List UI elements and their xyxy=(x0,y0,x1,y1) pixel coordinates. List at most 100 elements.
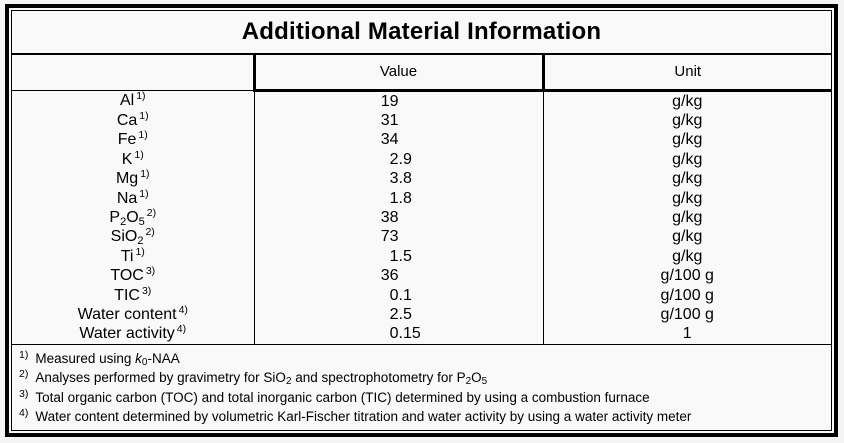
header-row: Value Unit xyxy=(12,55,831,92)
unit-cell: g/kg xyxy=(672,189,703,207)
table-row: Mg 1) 3.8 g/kg xyxy=(12,168,831,189)
unit-cell: g/kg xyxy=(672,228,703,246)
footnote: 3) Total organic carbon (TOC) and total i… xyxy=(19,388,821,408)
parameter-cell: Ca 1) xyxy=(12,109,255,131)
parameter-footnote-marker: 1) xyxy=(139,109,149,122)
value-cell: 0.1 xyxy=(254,285,544,305)
unit-cell: g/kg xyxy=(672,111,703,129)
table-row: Water content 4) 2.5 g/100 g xyxy=(12,303,831,325)
parameter-footnote-marker: 1) xyxy=(136,90,146,102)
column-header-parameter xyxy=(12,55,256,91)
parameter-cell: Fe 1) xyxy=(12,129,255,150)
value-cell: 38 xyxy=(254,207,544,228)
data-table: Value Unit Al 1) 19 g/kg Ca 1) 31 g/kg Fe 1) 34 g/k… xyxy=(12,55,831,344)
parameter-footnote-marker: 3) xyxy=(145,265,156,278)
footnote-text: Total organic carbon (TOC) and total ino… xyxy=(35,389,650,405)
footnote-marker: 3) xyxy=(19,387,29,400)
parameter-cell: SiO22) xyxy=(12,226,255,248)
unit-cell: g/kg xyxy=(672,92,703,110)
parameter-footnote-marker: 2) xyxy=(145,226,155,239)
parameter-label: Ca xyxy=(116,111,138,129)
parameter-cell: TIC 3) xyxy=(12,284,255,305)
value-cell: 1.5 xyxy=(254,246,544,267)
unit-cell: g/kg xyxy=(672,208,703,226)
parameter-label: P2O5 xyxy=(109,208,145,228)
value-cell: 0.15 xyxy=(254,324,544,344)
unit-cell: 1 xyxy=(682,325,692,343)
parameter-label: TIC xyxy=(114,286,140,304)
value-cell: 19 xyxy=(254,90,544,111)
table-row: Ca 1) 31 g/kg xyxy=(12,109,831,131)
value-cell: 36 xyxy=(254,266,544,286)
table-row: SiO22) 73 g/kg xyxy=(12,226,831,248)
parameter-label: TOC xyxy=(110,267,144,285)
parameter-cell: Mg 1) xyxy=(12,168,255,189)
footnote-marker: 2) xyxy=(19,368,29,381)
parameter-label: Na xyxy=(116,189,138,207)
unit-cell: g/kg xyxy=(672,170,703,188)
unit-cell: g/kg xyxy=(672,150,703,168)
footnote: 1) Measured using k0-NAA xyxy=(19,349,821,369)
footnotes-section: 1) Measured using k0-NAA 2) Analyses perfor… xyxy=(12,343,831,430)
unit-cell: g/kg xyxy=(672,247,703,265)
parameter-cell: TOC 3) xyxy=(12,265,255,286)
table-row: TIC 3) 0.1 g/100 g xyxy=(12,284,831,305)
table-body: Al 1) 19 g/kg Ca 1) 31 g/kg Fe 1) 34 g/kg K 1) 2.9 g/kg… xyxy=(12,90,831,344)
parameter-footnote-marker: 2) xyxy=(146,206,157,219)
parameter-label: Water activity xyxy=(79,325,175,343)
table-row: K 1) 2.9 g/kg xyxy=(12,148,831,170)
unit-cell: g/100 g xyxy=(660,267,714,285)
parameter-footnote-marker: 1) xyxy=(134,148,144,161)
parameter-footnote-marker: 1) xyxy=(140,168,150,181)
parameter-label: K xyxy=(121,150,133,168)
parameter-label: SiO2 xyxy=(110,228,144,248)
column-header-value: Value xyxy=(254,55,545,92)
footnote-text: Water content determined by volumetric K… xyxy=(35,409,692,425)
table-row: Ti 1) 1.5 g/kg xyxy=(12,245,831,267)
footnote: 2) Analyses performed by gravimetry for S… xyxy=(19,368,821,388)
table-row: TOC 3) 36 g/100 g xyxy=(12,265,831,286)
parameter-footnote-marker: 1) xyxy=(139,187,149,200)
footnote-marker: 4) xyxy=(19,407,29,420)
material-info-table: Additional Material Information Value Un… xyxy=(5,4,838,437)
table-row: Al 1) 19 g/kg xyxy=(12,90,831,111)
table-title: Additional Material Information xyxy=(12,11,831,55)
unit-cell: g/100 g xyxy=(660,286,714,304)
parameter-label: Ti xyxy=(120,247,134,265)
table-row: Na 1) 1.8 g/kg xyxy=(12,187,831,208)
parameter-cell: Na 1) xyxy=(12,187,255,208)
footnote-text: Measured using k0-NAA xyxy=(35,350,180,368)
parameter-cell: Water activity 4) xyxy=(12,323,255,344)
footnote: 4) Water content determined by volumetric… xyxy=(19,407,821,427)
parameter-footnote-marker: 1) xyxy=(135,245,145,258)
parameter-cell: P2O52) xyxy=(12,206,255,228)
table-row: P2O52) 38 g/kg xyxy=(12,208,831,227)
table-row: Fe 1) 34 g/kg xyxy=(12,129,831,150)
parameter-cell: K 1) xyxy=(12,148,255,170)
value-cell: 3.8 xyxy=(254,169,544,189)
unit-cell: g/100 g xyxy=(660,305,714,323)
table-row: Water activity 4) 0.15 1 xyxy=(12,323,831,344)
value-cell: 31 xyxy=(254,110,544,131)
table-inner-border: Additional Material Information Value Un… xyxy=(11,10,832,431)
parameter-footnote-marker: 1) xyxy=(138,129,148,142)
value-cell: 2.9 xyxy=(254,149,544,170)
unit-cell: g/kg xyxy=(672,131,703,149)
parameter-label: Water content xyxy=(77,305,177,323)
parameter-footnote-marker: 3) xyxy=(141,284,152,297)
parameter-footnote-marker: 4) xyxy=(176,323,187,336)
parameter-label: Mg xyxy=(115,170,139,188)
parameter-footnote-marker: 4) xyxy=(178,303,188,316)
value-cell: 2.5 xyxy=(254,304,544,325)
footnote-text: Analyses performed by gravimetry for SiO… xyxy=(35,370,488,388)
value-cell: 73 xyxy=(254,227,544,247)
value-cell: 34 xyxy=(254,130,544,150)
parameter-label: Fe xyxy=(117,131,137,149)
parameter-cell: Ti 1) xyxy=(12,245,255,267)
value-cell: 1.8 xyxy=(254,188,544,208)
parameter-label: Al xyxy=(119,92,135,109)
column-header-unit: Unit xyxy=(543,55,831,92)
parameter-cell: Water content 4) xyxy=(12,303,255,325)
footnote-marker: 1) xyxy=(19,348,29,361)
